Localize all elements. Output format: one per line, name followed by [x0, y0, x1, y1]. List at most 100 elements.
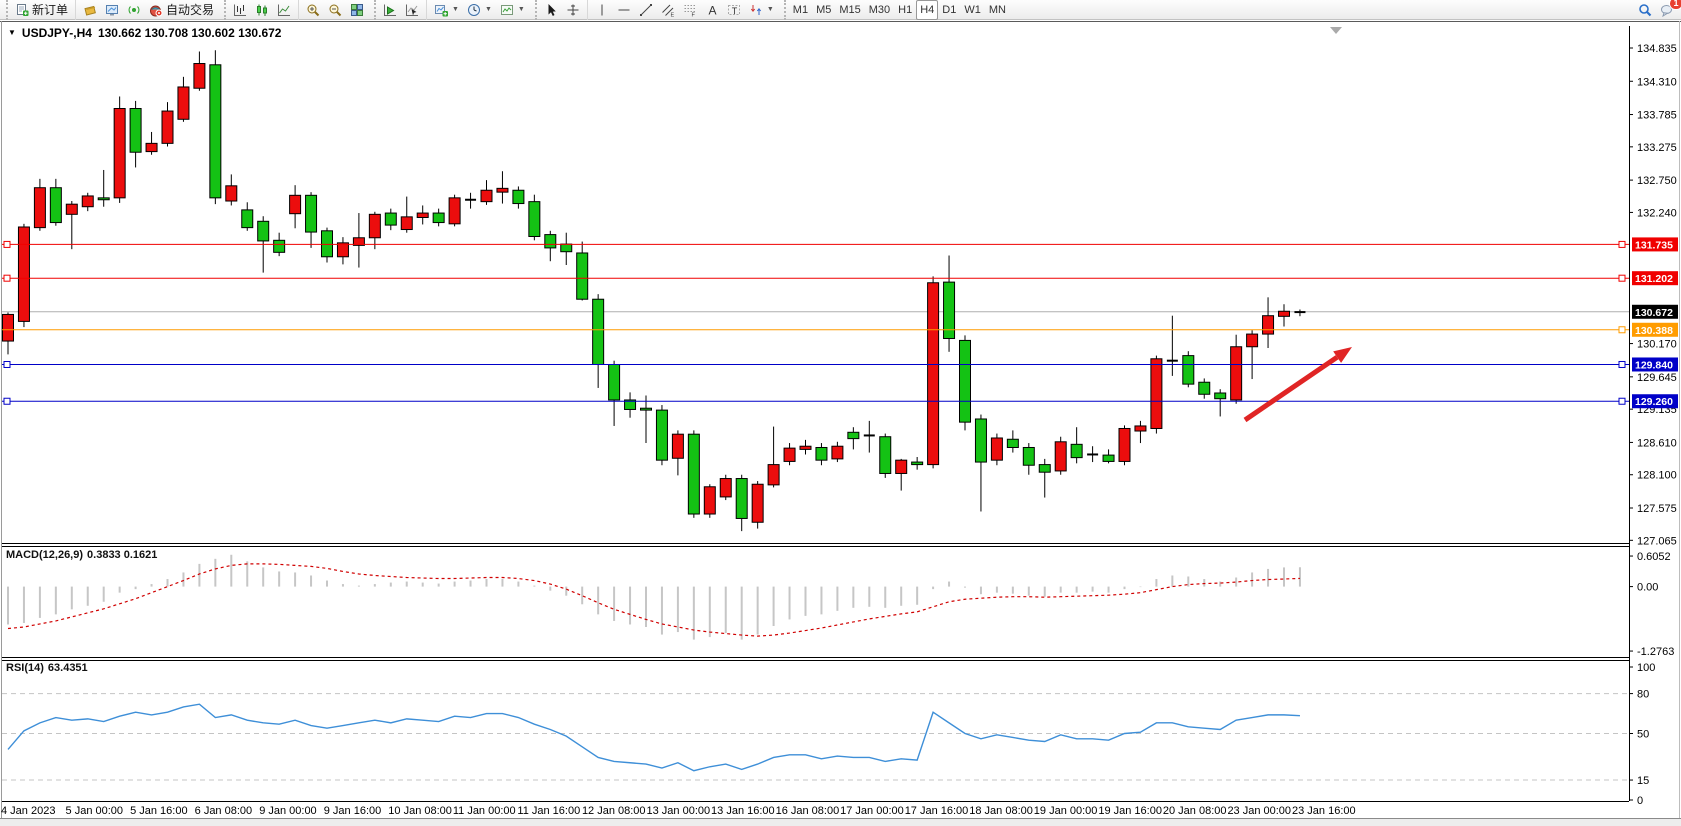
macd-histogram-bar	[1171, 575, 1174, 587]
candle	[336, 237, 349, 265]
line-handle[interactable]	[1618, 240, 1626, 248]
price-level-label: 129.260	[1632, 394, 1678, 409]
time-axis: 4 Jan 2023 5 Jan 00:00 5 Jan 16:00 6 Jan 08…	[1, 805, 1356, 817]
time-axis-label: 23 Jan 16:00	[1292, 805, 1356, 817]
line-handle[interactable]	[1618, 326, 1626, 334]
arrows-button[interactable]: ▼	[745, 0, 778, 20]
axis-tick-label: 15	[1637, 775, 1649, 787]
macd-histogram-bar	[1203, 579, 1206, 587]
timeframe-d1-button-label: D1	[942, 3, 957, 16]
svg-text:130.672: 130.672	[1635, 307, 1673, 319]
timeframe-m5-button[interactable]: M5	[812, 0, 835, 20]
macd-histogram-bar	[70, 586, 73, 610]
candle	[1118, 425, 1131, 466]
line-handle[interactable]	[1618, 274, 1626, 282]
chart-shift-marker[interactable]	[1330, 27, 1342, 34]
candle	[1182, 351, 1195, 388]
new-order-button[interactable]: 新订单	[11, 0, 72, 20]
chart-cursor-icon	[406, 4, 419, 16]
line-handle[interactable]	[3, 360, 11, 368]
macd-histogram-bar	[421, 582, 424, 587]
shapes-icon	[750, 4, 761, 15]
line-handle[interactable]	[3, 274, 11, 282]
macd-histogram-bar	[1219, 581, 1222, 587]
notification-count-badge: 1	[1668, 0, 1681, 10]
indicators-button[interactable]: ▼	[430, 0, 463, 20]
horizontal-line[interactable]	[2, 397, 1629, 405]
auto-scroll-button[interactable]	[379, 0, 401, 20]
text-button[interactable]: A	[701, 0, 723, 20]
chart-window: 134.835 134.310 133.785 133.275 132.750 132.2…	[0, 21, 1681, 826]
auto-trading-button[interactable]: 自动交易	[145, 0, 218, 20]
timeframe-d1-button[interactable]: D1	[938, 0, 960, 20]
zoom-in-button[interactable]	[302, 0, 324, 20]
chart-shift-button[interactable]	[401, 0, 423, 20]
price-level-label: 129.840	[1632, 357, 1678, 372]
macd-histogram-bar	[804, 586, 807, 616]
horizontal-line[interactable]	[2, 274, 1629, 282]
line-handle[interactable]	[3, 240, 11, 248]
candle	[959, 335, 971, 431]
timeframe-m15-button[interactable]: M15	[835, 0, 864, 20]
time-axis-label: 11 Jan 16:00	[517, 805, 580, 817]
candle	[943, 255, 956, 352]
trendline-button[interactable]	[635, 0, 657, 20]
svg-text:A: A	[708, 3, 716, 17]
horizontal-line[interactable]	[2, 360, 1629, 368]
market-watch-button[interactable]	[79, 0, 101, 20]
macd-histogram-bar	[1123, 586, 1126, 590]
toolbar-group-3	[298, 0, 371, 20]
time-axis-label: 13 Jan 00:00	[647, 805, 711, 817]
candle	[767, 426, 780, 488]
fibonacci-button[interactable]: F	[679, 0, 701, 20]
macd-histogram-bar	[134, 586, 137, 590]
horizontal-line-button[interactable]	[613, 0, 635, 20]
periods-button[interactable]: ▼	[463, 0, 496, 20]
line-handle[interactable]	[1618, 360, 1626, 368]
tile-windows-button[interactable]	[346, 0, 368, 20]
cursor-button[interactable]	[540, 0, 562, 20]
candle	[1070, 427, 1083, 464]
macd-histogram-bar	[326, 580, 328, 587]
current-price-label: 130.672	[1632, 304, 1678, 319]
macd-histogram-bar	[549, 586, 552, 591]
candle	[17, 223, 30, 328]
zoom-out-button[interactable]	[324, 0, 346, 20]
candlestick-chart-button[interactable]	[251, 0, 273, 20]
vertical-line-button[interactable]	[591, 0, 613, 20]
timeframe-m30-button[interactable]: M30	[865, 0, 894, 20]
candlestick-series	[2, 50, 1306, 532]
candle	[831, 441, 844, 463]
horizontal-line[interactable]	[2, 240, 1629, 248]
templates-button[interactable]: ▼	[496, 0, 529, 20]
trend-arrow-annotation[interactable]	[1243, 347, 1352, 423]
text-label-button[interactable]: T	[723, 0, 745, 20]
macd-histogram-bar	[820, 586, 823, 615]
candle	[544, 230, 557, 262]
line-handle[interactable]	[3, 397, 11, 405]
equidistant-channel-button[interactable]: E	[657, 0, 679, 20]
candle	[129, 100, 142, 168]
chart-canvas[interactable]: 134.835 134.310 133.785 133.275 132.750 132.2…	[0, 21, 1681, 826]
macd-histogram-bar	[1298, 567, 1301, 587]
macd-histogram-bar	[86, 586, 89, 606]
data-window-button[interactable]	[101, 0, 123, 20]
line-chart-icon	[278, 4, 291, 16]
axis-tick-label: 128.610	[1637, 437, 1677, 449]
search-button[interactable]	[1634, 0, 1656, 20]
line-handle[interactable]	[1618, 397, 1626, 405]
timeframe-h1-button[interactable]: H1	[894, 0, 916, 20]
line-chart-button[interactable]	[273, 0, 295, 20]
horizontal-line[interactable]	[2, 326, 1629, 334]
crosshair-button[interactable]	[562, 0, 584, 20]
timeframe-w1-button[interactable]: W1	[960, 0, 985, 20]
candle	[225, 174, 238, 206]
timeframe-mn-button[interactable]: MN	[985, 0, 1010, 20]
timeframe-m1-button[interactable]: M1	[789, 0, 812, 20]
timeframe-h4-button[interactable]: H4	[916, 0, 939, 20]
notifications-button[interactable]: 1	[1656, 0, 1681, 20]
signals-button[interactable]	[123, 0, 145, 20]
text-t-icon: T	[727, 4, 740, 15]
macd-histogram-bar	[54, 586, 57, 615]
bar-chart-button[interactable]	[229, 0, 251, 20]
